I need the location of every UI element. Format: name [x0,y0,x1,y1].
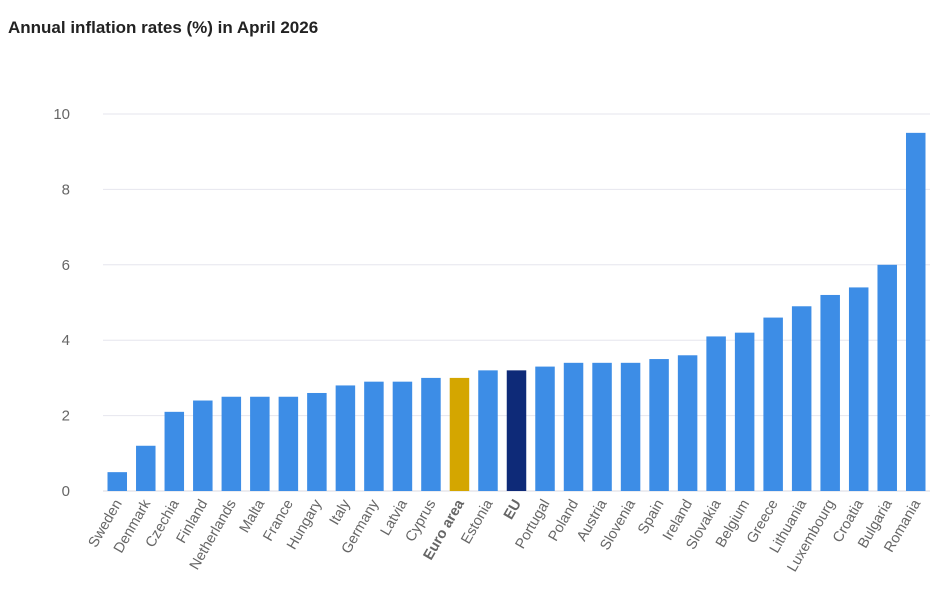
bar-lithuania [791,306,812,491]
y-tick-label: 4 [62,332,70,349]
bar-austria [592,362,612,491]
bar-netherlands [221,396,242,491]
bar-belgium [734,332,755,491]
bar-latvia [392,381,413,491]
bar-france [278,396,299,491]
bar-malta [250,396,270,491]
bar-portugal [535,366,555,491]
bar-poland [563,362,584,491]
bar-luxembourg [820,294,840,491]
bar-croatia [848,287,869,491]
y-tick-label: 6 [62,257,70,274]
x-tick-label: Italy [327,496,355,528]
x-axis-ticks: SwedenDenmarkCzechiaFinlandNetherlandsMa… [86,496,925,575]
bar-bulgaria [877,264,897,491]
bar-eu [506,370,527,491]
chart-title: Annual inflation rates (%) in April 2026 [8,18,319,37]
bar-greece [763,317,783,491]
y-axis-ticks: 0 2 4 6 8 10 [53,106,70,500]
bars [107,132,926,491]
bar-italy [335,385,356,491]
bar-germany [364,381,384,491]
bar-slovakia [706,336,726,491]
y-tick-label: 8 [62,181,70,198]
bar-sweden [107,472,128,491]
y-tick-label: 0 [62,483,70,500]
bar-cyprus [421,377,441,491]
bar-romania [905,132,926,491]
bar-spain [649,359,669,491]
y-tick-label: 10 [53,106,70,123]
bar-hungary [307,392,327,491]
bar-denmark [136,445,156,491]
bar-euro-area [449,377,470,491]
bar-estonia [478,370,498,491]
bar-slovenia [620,362,641,491]
x-tick-label: EU [501,497,525,522]
bar-finland [193,400,213,491]
bar-czechia [164,411,185,491]
y-tick-label: 2 [62,408,70,425]
bar-ireland [677,355,698,491]
